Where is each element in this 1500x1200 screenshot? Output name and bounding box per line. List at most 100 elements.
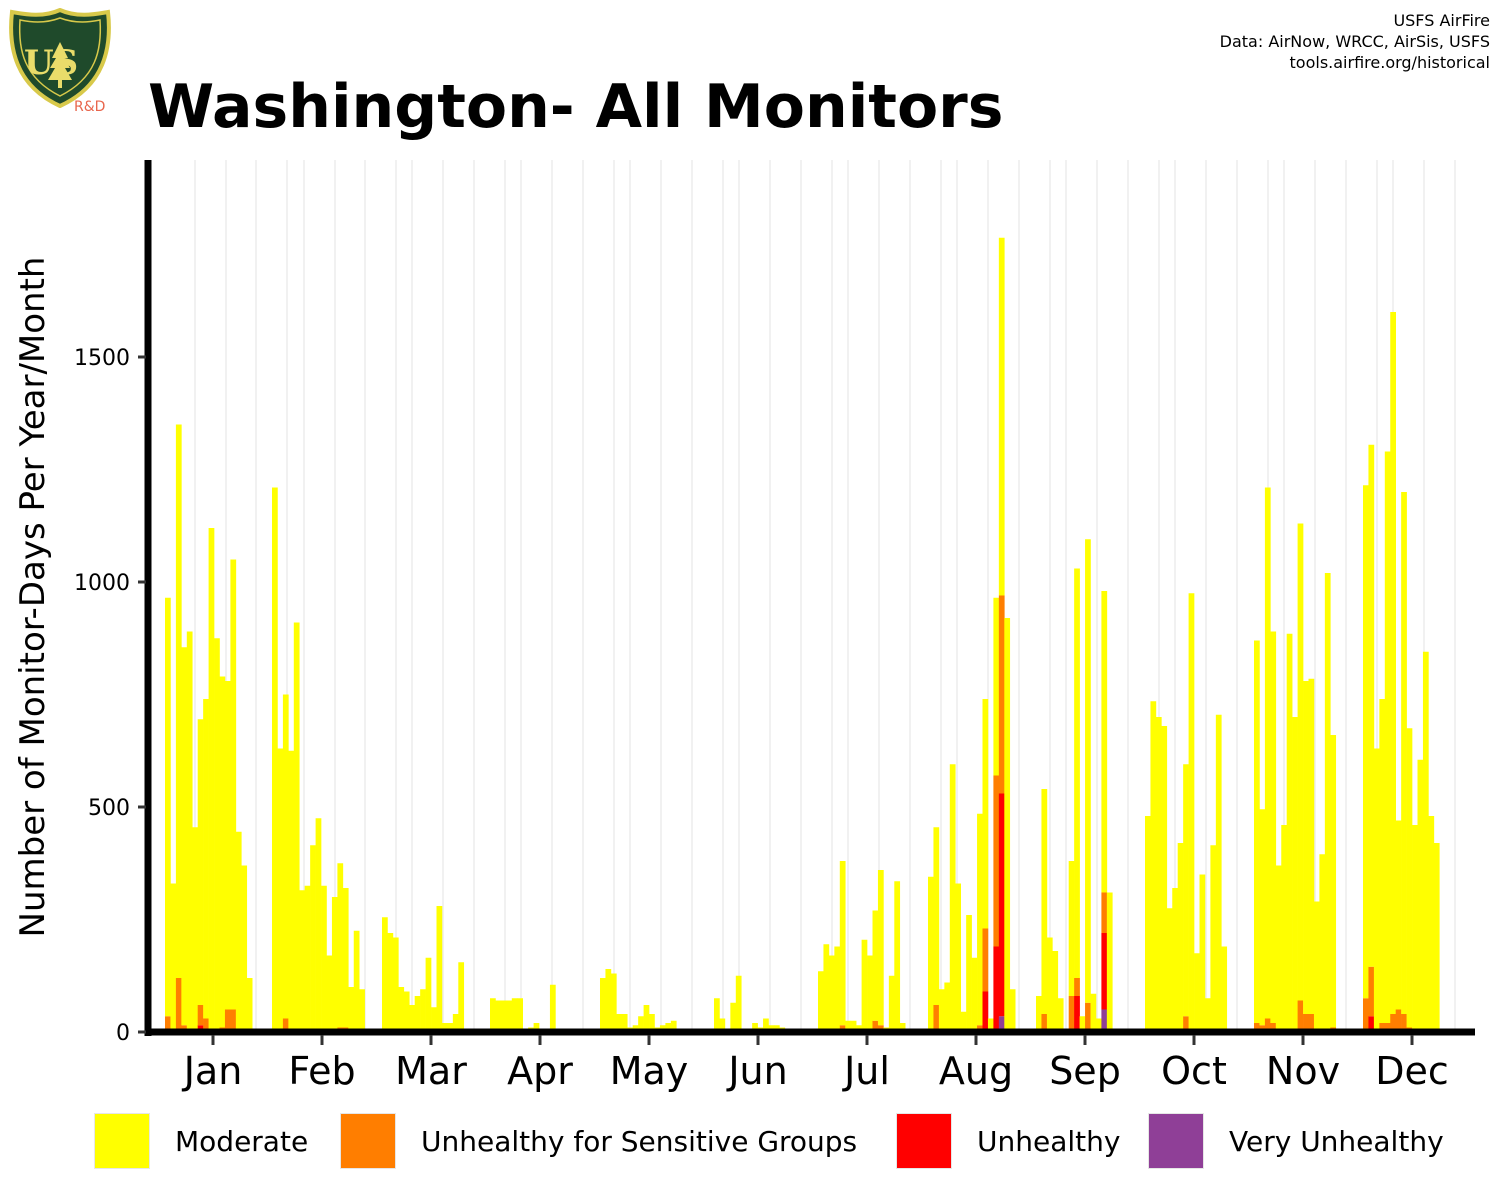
x-tick-label: Apr — [507, 1049, 573, 1093]
bar-moderate — [949, 764, 956, 1032]
bar-unhealthy-for-sensitive-groups — [1395, 1009, 1402, 1032]
bar-moderate — [321, 885, 327, 1032]
bar-moderate — [299, 890, 305, 1032]
legend-item-usg: Unhealthy for Sensitive Groups — [340, 1112, 857, 1170]
legend-item-unhealthy: Unhealthy — [896, 1112, 1120, 1170]
bar-moderate — [1101, 591, 1108, 893]
bar-moderate — [1145, 816, 1151, 1032]
x-tick-label: Dec — [1375, 1049, 1449, 1093]
bar-moderate — [610, 973, 617, 1032]
y-tick-label: 1000 — [74, 571, 130, 596]
bar-moderate — [1188, 593, 1195, 1032]
bar-moderate — [495, 1000, 502, 1032]
bar-moderate — [670, 1020, 677, 1032]
y-ticks: 0 500 1000 1500 — [74, 346, 146, 1046]
legend-swatch-usg — [340, 1113, 396, 1169]
bar-moderate — [246, 978, 253, 1032]
bar-unhealthy-for-sensitive-groups — [1101, 892, 1108, 933]
bar-moderate — [933, 827, 940, 1005]
bar-moderate — [208, 528, 215, 1032]
bar-unhealthy-for-sensitive-groups — [1379, 1023, 1386, 1032]
bar-moderate — [511, 998, 518, 1032]
bar-moderate — [1199, 874, 1206, 1032]
bar-moderate — [230, 559, 237, 1010]
bar-moderate — [403, 991, 410, 1032]
bar-moderate — [506, 1000, 513, 1032]
legend-label-unhealthy: Unhealthy — [977, 1124, 1121, 1158]
bar-unhealthy-for-sensitive-groups — [1068, 996, 1075, 1032]
bar-moderate — [899, 1023, 906, 1032]
bar-moderate — [998, 237, 1005, 596]
credit-line-source: USFS AirFire — [1393, 11, 1490, 30]
legend-item-very-unhealthy: Very Unhealthy — [1148, 1112, 1444, 1170]
shield-icon: US — [9, 7, 111, 109]
bar-moderate — [971, 957, 978, 1032]
bar-unhealthy-for-sensitive-groups — [1254, 1023, 1260, 1032]
bar-moderate — [993, 597, 1000, 776]
gridlines — [194, 160, 1456, 1032]
bar-unhealthy-for-sensitive-groups — [197, 1005, 204, 1026]
bar-moderate — [845, 1020, 851, 1032]
bar-moderate — [928, 876, 934, 1032]
bar-moderate — [337, 863, 344, 1028]
bar-moderate — [353, 930, 360, 1032]
bar-unhealthy-for-sensitive-groups — [1074, 978, 1080, 996]
bar-moderate — [293, 622, 300, 1032]
bar-moderate — [955, 883, 961, 1032]
bar-moderate — [938, 989, 945, 1032]
chart-title: Washington- All Monitors — [148, 72, 1004, 142]
x-tick-label: Jun — [726, 1049, 787, 1093]
bar-unhealthy-for-sensitive-groups — [282, 1018, 289, 1032]
bar-moderate — [763, 1018, 769, 1032]
x-tick-label: Aug — [939, 1049, 1013, 1093]
bar-moderate — [1264, 487, 1271, 1019]
bar-moderate — [392, 937, 399, 1032]
bar-moderate — [1068, 861, 1075, 996]
y-tick-label: 500 — [88, 796, 130, 821]
bar-moderate — [517, 998, 523, 1032]
bar-moderate — [420, 989, 426, 1032]
bar-moderate — [1395, 820, 1402, 1010]
bar-moderate — [960, 1011, 967, 1032]
bar-very-unhealthy — [1101, 1009, 1108, 1032]
bar-unhealthy-for-sensitive-groups — [224, 1009, 231, 1032]
bar-moderate — [1275, 865, 1282, 1032]
bar-unhealthy-for-sensitive-groups — [203, 1018, 209, 1032]
bar-moderate — [605, 969, 612, 1032]
bar-moderate — [214, 638, 220, 1032]
bar-moderate — [398, 987, 405, 1032]
legend-item-moderate: Moderate — [94, 1112, 308, 1170]
bar-moderate — [1221, 946, 1228, 1032]
legend-label-usg: Unhealthy for Sensitive Groups — [421, 1124, 858, 1158]
bar-moderate — [181, 647, 188, 1026]
bar-moderate — [452, 1014, 459, 1032]
bar-moderate — [1373, 748, 1380, 1032]
bar-moderate — [1308, 678, 1315, 1014]
bars — [165, 237, 1440, 1032]
bar-moderate — [665, 1023, 672, 1032]
bar-unhealthy — [1368, 1016, 1375, 1032]
bar-unhealthy-for-sensitive-groups — [1390, 1014, 1396, 1032]
bar-moderate — [888, 975, 895, 1032]
bar-very-unhealthy — [998, 1016, 1005, 1032]
bar-moderate — [621, 1014, 628, 1032]
bar-moderate — [277, 748, 284, 1032]
bar-moderate — [282, 694, 289, 1019]
bar-moderate — [1057, 998, 1064, 1032]
bar-moderate — [1036, 996, 1042, 1032]
bar-moderate — [987, 1018, 994, 1032]
bar-moderate — [304, 885, 311, 1032]
bar-moderate — [533, 1023, 540, 1032]
bar-moderate — [638, 1016, 644, 1032]
bar-moderate — [382, 917, 388, 1032]
bar-moderate — [1384, 451, 1391, 1023]
bar-unhealthy-for-sensitive-groups — [1297, 1000, 1304, 1032]
bar-unhealthy-for-sensitive-groups — [1303, 1014, 1309, 1032]
bar-moderate — [1172, 888, 1178, 1032]
credit-block: USFS AirFire Data: AirNow, WRCC, AirSis,… — [1220, 10, 1490, 73]
bar-unhealthy — [998, 793, 1005, 1017]
bar-moderate — [834, 946, 841, 1032]
bar-moderate — [1215, 714, 1222, 1032]
bar-moderate — [549, 984, 556, 1032]
